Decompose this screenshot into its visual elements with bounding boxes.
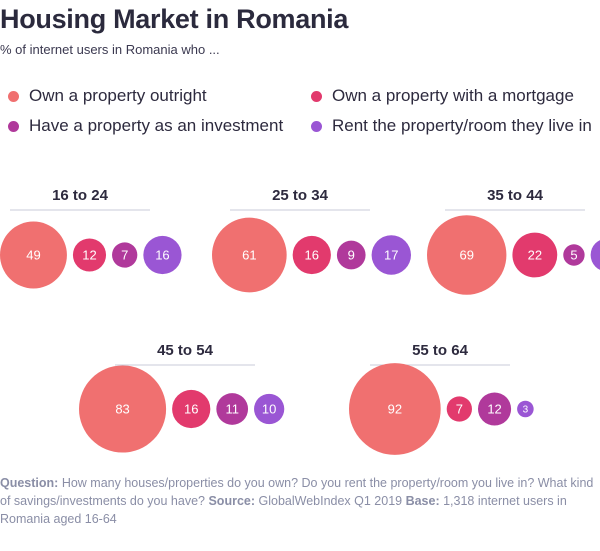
age-group-label: 55 to 64 xyxy=(412,342,469,359)
bubble-mortgage xyxy=(292,235,331,275)
bubble-mortgage xyxy=(172,389,211,429)
bubble-value-label: 16 xyxy=(184,402,198,417)
bubble-investment xyxy=(336,240,366,270)
base-label: Base: xyxy=(405,494,440,508)
chart-title: Housing Market in Romania xyxy=(0,4,349,34)
age-group-4: 55 to 64 92 7 12 3 xyxy=(349,342,534,455)
bubble-value-label: 3 xyxy=(523,405,529,416)
bubble-mortgage xyxy=(72,238,107,272)
age-group-2: 35 to 446922512 xyxy=(427,187,600,295)
bubble-value-label: 49 xyxy=(26,248,40,263)
bubble-value-label: 16 xyxy=(155,248,169,263)
bubble-value-label: 9 xyxy=(348,248,355,263)
legend-label-mortgage: Own a property with a mortgage xyxy=(332,86,574,105)
bubble-rent xyxy=(143,235,182,275)
bubble-investment xyxy=(112,242,138,268)
bubble-value-label: 12 xyxy=(82,248,96,263)
legend-dot-investment xyxy=(8,120,19,132)
legend-item-rent: Rent the property/room they live in xyxy=(311,116,592,136)
bubble-mortgage xyxy=(446,396,472,422)
bubble-rent xyxy=(590,240,600,270)
bubble-rent xyxy=(371,235,412,275)
age-group-3: 45 to 54 83 16 11 10 xyxy=(79,342,285,453)
legend-label-rent: Rent the property/room they live in xyxy=(332,116,592,135)
legend-dot-mortgage xyxy=(311,90,322,102)
bubble-own-outright xyxy=(79,365,167,453)
legend-item-investment: Have a property as an investment xyxy=(8,116,283,136)
legend-dot-own-outright xyxy=(8,90,19,102)
age-group-0: 16 to 24 49 12 7 16 xyxy=(0,187,182,289)
age-group-label: 16 to 24 xyxy=(52,187,109,204)
legend-label-investment: Have a property as an investment xyxy=(29,116,284,135)
bubble-value-label: 7 xyxy=(456,402,463,417)
bubble-value-label: 22 xyxy=(528,248,542,263)
bubble-own-outright xyxy=(212,217,287,293)
question-text: How many houses/properties do you own? D… xyxy=(0,476,594,508)
bubble-own-outright xyxy=(427,215,507,295)
age-group-label: 25 to 34 xyxy=(272,187,329,204)
source-text: GlobalWebIndex Q1 2019 xyxy=(255,494,406,508)
bubble-value-label: 83 xyxy=(115,402,129,417)
legend-item-own-outright: Own a property outright xyxy=(8,86,207,106)
bubble-value-label: 11 xyxy=(225,402,239,417)
bubble-value-label: 17 xyxy=(384,248,398,263)
legend-item-mortgage: Own a property with a mortgage xyxy=(311,86,574,106)
chart-subtitle: % of internet users in Romania who ... xyxy=(0,42,220,57)
bubble-investment xyxy=(216,393,249,425)
age-group-label: 35 to 44 xyxy=(487,187,544,204)
bubble-rent xyxy=(517,400,534,418)
base-text: 1,318 internet users in Romania aged 16-… xyxy=(0,494,567,526)
bubble-value-label: 69 xyxy=(459,248,473,263)
bubble-value-label: 61 xyxy=(242,248,256,263)
legend-label-own-outright: Own a property outright xyxy=(29,86,207,105)
age-group-label: 45 to 54 xyxy=(157,342,214,359)
bubble-own-outright xyxy=(349,363,441,455)
bubble-chart: 16 to 24 49 12 7 16 25 to 34 61 16 9 17 35 to 44 69… xyxy=(0,187,600,455)
bubble-value-label: 10 xyxy=(262,402,276,417)
footnote: Question: How many houses/properties do … xyxy=(0,474,598,528)
age-group-1: 25 to 34 61 16 9 17 xyxy=(212,187,412,293)
bubble-investment xyxy=(563,244,585,266)
bubble-rent xyxy=(254,393,285,425)
legend-dot-rent xyxy=(311,120,322,132)
bubble-value-label: 16 xyxy=(305,248,319,263)
bubble-value-label: 7 xyxy=(121,248,128,263)
source-label: Source: xyxy=(208,494,256,508)
bubble-value-label: 92 xyxy=(388,402,402,417)
bubble-investment xyxy=(477,392,512,426)
bubble-own-outright xyxy=(0,221,67,289)
bubble-value-label: 5 xyxy=(570,248,577,263)
bubble-value-label: 12 xyxy=(487,402,501,417)
question-label: Question: xyxy=(0,476,59,490)
bubble-mortgage xyxy=(512,232,558,278)
